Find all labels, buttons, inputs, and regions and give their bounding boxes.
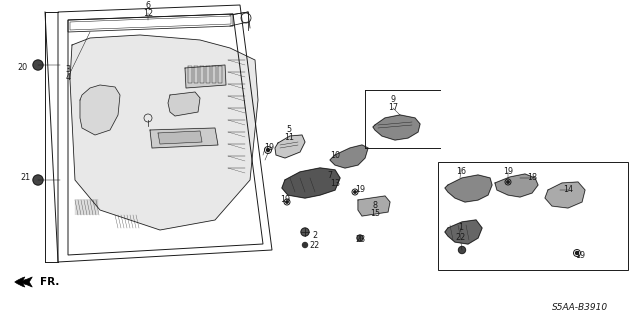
Text: 13: 13 [330, 179, 340, 188]
Text: 21: 21 [20, 174, 30, 182]
Text: 2: 2 [312, 231, 317, 240]
Text: 4: 4 [65, 73, 70, 83]
Text: 19: 19 [355, 186, 365, 195]
Polygon shape [275, 135, 305, 158]
Text: 1: 1 [458, 224, 463, 233]
Text: 14: 14 [563, 186, 573, 195]
Circle shape [33, 175, 43, 185]
Polygon shape [445, 220, 482, 244]
Polygon shape [80, 85, 120, 135]
Text: 9: 9 [390, 95, 396, 105]
Circle shape [33, 60, 43, 70]
Circle shape [354, 191, 356, 193]
Polygon shape [358, 196, 390, 216]
Text: 22: 22 [456, 234, 466, 242]
Text: 18: 18 [527, 174, 537, 182]
Text: 19: 19 [280, 196, 290, 204]
Circle shape [575, 251, 579, 255]
Polygon shape [545, 182, 585, 208]
Circle shape [507, 181, 509, 183]
Polygon shape [373, 115, 420, 140]
Text: 19: 19 [503, 167, 513, 176]
Text: 15: 15 [370, 209, 380, 218]
Text: 16: 16 [456, 167, 466, 176]
Polygon shape [185, 65, 226, 88]
Text: 11: 11 [284, 133, 294, 143]
Text: 10: 10 [330, 151, 340, 160]
Text: 7: 7 [328, 170, 333, 180]
Polygon shape [158, 131, 202, 144]
Text: 12: 12 [143, 9, 153, 18]
Polygon shape [70, 35, 258, 230]
Text: 6: 6 [145, 1, 150, 10]
Text: FR.: FR. [40, 277, 60, 287]
Text: 19: 19 [264, 144, 274, 152]
Circle shape [458, 247, 465, 254]
Text: 23: 23 [355, 235, 365, 244]
Polygon shape [282, 168, 340, 198]
Polygon shape [168, 92, 200, 116]
Text: 5: 5 [287, 125, 292, 135]
Text: 17: 17 [388, 103, 398, 113]
Circle shape [357, 235, 363, 241]
Polygon shape [150, 128, 218, 148]
Circle shape [266, 149, 269, 152]
Text: 3: 3 [65, 65, 70, 75]
Circle shape [301, 228, 309, 236]
Text: 20: 20 [17, 63, 27, 72]
Polygon shape [445, 175, 492, 202]
Circle shape [286, 201, 288, 203]
Text: 22: 22 [310, 241, 320, 249]
Circle shape [303, 242, 307, 248]
Bar [438, 162, 628, 270]
Text: S5AA-B3910: S5AA-B3910 [552, 303, 608, 313]
Polygon shape [495, 174, 538, 197]
Text: 8: 8 [372, 201, 378, 210]
Text: 19: 19 [575, 250, 585, 259]
Polygon shape [330, 145, 368, 168]
